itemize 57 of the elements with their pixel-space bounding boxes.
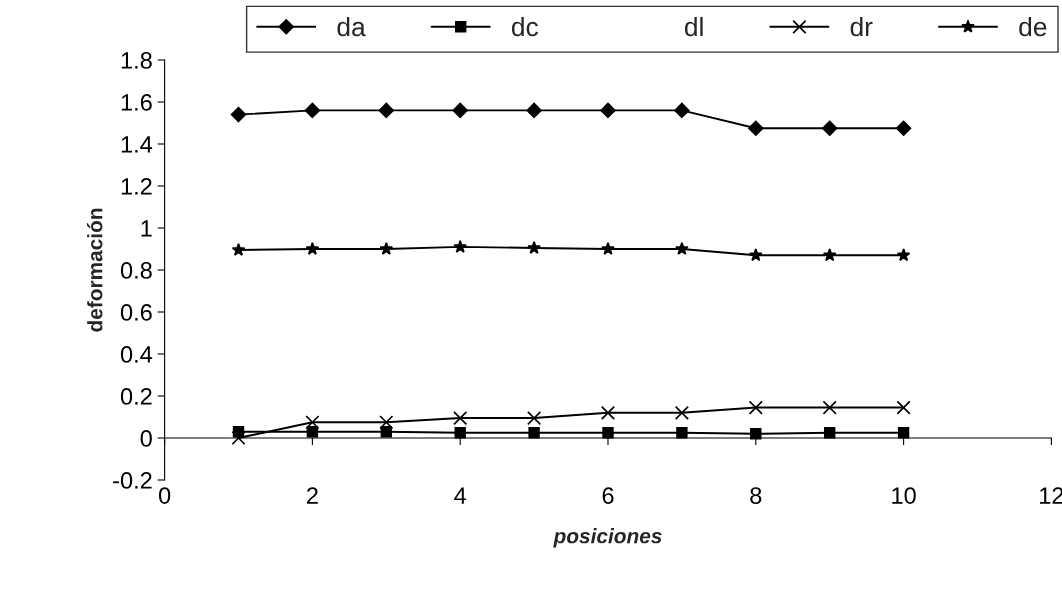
y-tick-label: -0.2 (113, 472, 152, 489)
point (378, 102, 395, 119)
y-tick-label: 1.8 (121, 52, 152, 69)
x-tick-label: 6 (602, 487, 614, 504)
x-tick-label: 2 (307, 487, 318, 504)
x-tick-label: 10 (892, 487, 916, 504)
point (676, 427, 688, 439)
point (600, 405, 616, 420)
point (527, 240, 541, 254)
legend-label: dc (511, 16, 539, 37)
y-tick-label: 0.8 (120, 262, 152, 279)
point (528, 427, 540, 439)
x-tick-label: 4 (454, 487, 467, 504)
point (602, 427, 614, 439)
point (895, 120, 912, 136)
point (231, 430, 246, 446)
y-tick-label: 0.2 (120, 388, 152, 405)
x-tick-label: 0 (158, 487, 171, 504)
point (822, 248, 837, 262)
point (896, 248, 911, 262)
point (452, 102, 468, 119)
point (305, 241, 320, 255)
legend-label: de (1019, 16, 1047, 37)
point (453, 410, 468, 426)
y-tick-label: 0.4 (120, 346, 153, 363)
point (230, 106, 247, 123)
y-tick-label: 0 (140, 430, 152, 447)
point (748, 120, 764, 136)
legend-label: da (337, 16, 366, 37)
x-axis-title: posiciones (553, 528, 662, 548)
point (453, 239, 467, 253)
point (379, 241, 394, 255)
y-tick-label: 1.6 (121, 94, 152, 111)
text: dl (684, 16, 703, 37)
point (821, 120, 838, 136)
point (822, 400, 837, 415)
point (305, 415, 320, 430)
point (674, 405, 689, 420)
point (304, 102, 321, 119)
point (674, 102, 690, 119)
point (527, 410, 542, 426)
point (748, 400, 763, 415)
point (231, 242, 246, 256)
point (896, 400, 911, 415)
point (379, 415, 394, 430)
point (675, 241, 689, 255)
y-axis-title: deformación (86, 208, 103, 332)
x-tick-label: 8 (750, 487, 762, 504)
point (526, 102, 542, 119)
y-tick-label: 0.6 (120, 304, 152, 321)
y-tick-label: 1 (141, 220, 152, 237)
legend-label: dr (850, 16, 873, 37)
y-tick-label: 1.2 (121, 178, 152, 195)
point (601, 241, 615, 255)
y-tick-label: 1.4 (121, 136, 153, 153)
point (749, 248, 763, 262)
point (600, 102, 616, 119)
